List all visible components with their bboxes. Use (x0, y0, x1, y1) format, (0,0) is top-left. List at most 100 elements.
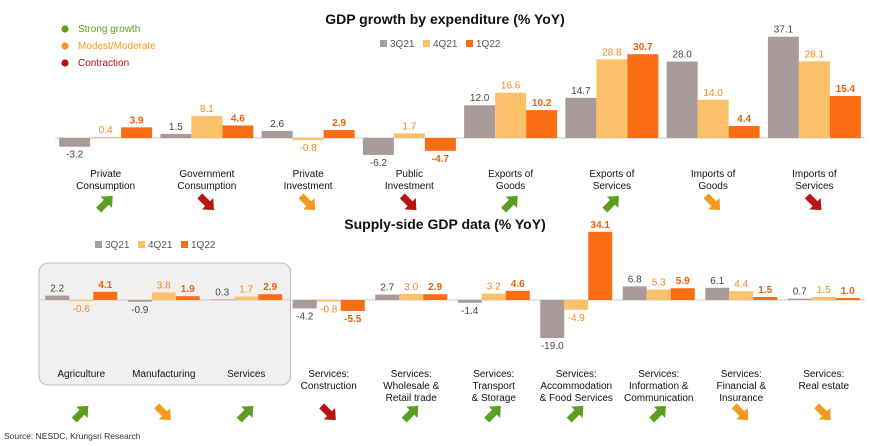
bar-3Q21 (457, 300, 482, 303)
data-label: 5.9 (676, 276, 690, 287)
data-label: 28.1 (805, 49, 825, 60)
trend-arrow-down-icon (197, 193, 214, 211)
data-label: 14.7 (571, 86, 591, 97)
category-label: Financial & (717, 381, 767, 392)
bar-4Q21 (596, 59, 628, 138)
bar-4Q21 (292, 138, 324, 141)
data-label: 3.2 (487, 282, 501, 293)
data-label: 30.7 (633, 42, 653, 53)
trend-arrow-up-icon (501, 195, 518, 213)
data-label: 4.4 (734, 279, 748, 290)
data-label: 16.6 (501, 81, 521, 92)
data-label: 4.1 (98, 280, 112, 291)
data-label: 1.7 (239, 285, 253, 296)
data-label: 6.8 (628, 274, 642, 285)
category-label: Transport (473, 381, 516, 392)
trend-arrow-down-icon (399, 193, 417, 211)
trend-arrow-up-icon (401, 405, 419, 423)
data-label: 2.9 (332, 118, 346, 129)
category-label: Services (795, 181, 833, 192)
bar-1Q22 (753, 297, 778, 300)
bar-1Q22 (323, 130, 355, 138)
data-label: 15.4 (836, 84, 856, 95)
data-label: 3.9 (130, 115, 144, 126)
bar-1Q22 (526, 110, 558, 138)
data-label: 34.1 (591, 220, 611, 231)
key-dot (61, 42, 69, 50)
data-label: 1.9 (181, 284, 195, 295)
data-label: -3.2 (66, 150, 84, 161)
key-dot (61, 25, 69, 33)
chart-title-supply-side: Supply-side GDP data (% YoY) (344, 216, 545, 232)
bar-1Q22 (728, 125, 760, 138)
bar-4Q21 (90, 136, 122, 138)
bar-3Q21 (540, 300, 565, 338)
category-label: Imports of (691, 169, 736, 180)
bar-3Q21 (362, 138, 394, 155)
bar-4Q21 (646, 289, 671, 300)
data-label: 0.3 (215, 287, 229, 298)
category-label: Services: (308, 369, 349, 380)
data-label: -19.0 (541, 341, 564, 352)
category-label: Real estate (798, 381, 849, 392)
data-label: 8.1 (200, 104, 214, 115)
data-label: 1.0 (841, 286, 855, 297)
bar-4Q21 (393, 133, 425, 138)
data-label: 1.5 (817, 285, 831, 296)
text-layer: GDP growth by expenditure (% YoY) Supply… (4, 11, 856, 441)
trend-arrow-up-icon (484, 405, 501, 423)
data-label: 2.6 (270, 119, 284, 130)
category-label: Manufacturing (132, 369, 195, 380)
bar-3Q21 (464, 105, 496, 138)
bar-4Q21 (234, 296, 259, 300)
data-label: 2.7 (380, 283, 394, 294)
category-label: Insurance (719, 393, 763, 404)
legend-label: 3Q21 (105, 240, 130, 251)
data-label: -4.7 (432, 154, 450, 165)
bar-3Q21 (160, 133, 192, 138)
trend-arrow-up-icon (96, 195, 113, 213)
bar-3Q21 (565, 97, 597, 138)
bar-3Q21 (59, 138, 91, 147)
trend-arrow-up-icon (602, 195, 619, 213)
category-label: Exports of (589, 169, 634, 180)
legend-label: 4Q21 (433, 39, 458, 50)
bar-4Q21 (811, 297, 836, 300)
data-label: 28.8 (602, 47, 622, 58)
trend-arrow-up-icon (566, 405, 584, 423)
trend-arrow-flat-icon (731, 403, 749, 421)
category-label: Retail trade (386, 393, 438, 404)
legend-label: 4Q21 (148, 240, 173, 251)
data-label: -6.2 (370, 158, 388, 169)
bar-3Q21 (45, 295, 70, 300)
data-label: 2.9 (263, 282, 277, 293)
category-label: Goods (698, 181, 727, 192)
category-label: Construction (301, 381, 357, 392)
bar-3Q21 (767, 36, 799, 139)
bar-1Q22 (423, 294, 448, 300)
category-label: Services (227, 369, 265, 380)
category-label: Communication (624, 393, 693, 404)
bar-4Q21 (316, 300, 341, 302)
bar-1Q22 (424, 138, 456, 151)
category-label: Private (90, 169, 122, 180)
data-label: 1.7 (402, 121, 416, 132)
category-label: Wholesale & (383, 381, 439, 392)
legend-swatch-3Q21 (95, 241, 102, 248)
bar-1Q22 (835, 298, 860, 300)
bar-1Q22 (258, 294, 283, 300)
category-label: Accommodation (540, 381, 612, 392)
category-label: Public (396, 169, 423, 180)
data-label: 4.6 (231, 113, 245, 124)
bar-1Q22 (505, 290, 530, 300)
data-label: -0.8 (320, 305, 338, 316)
bar-3Q21 (705, 287, 730, 300)
data-label: 1.5 (758, 285, 772, 296)
bar-3Q21 (210, 299, 235, 300)
key-label: Modest/Moderate (78, 41, 156, 52)
data-label: 3.0 (404, 282, 418, 293)
key-label: Contraction (78, 58, 129, 69)
legend-swatch-4Q21 (423, 40, 430, 47)
series-legends: 3Q21 4Q21 1Q22 3Q21 4Q21 1Q22 (95, 39, 501, 251)
